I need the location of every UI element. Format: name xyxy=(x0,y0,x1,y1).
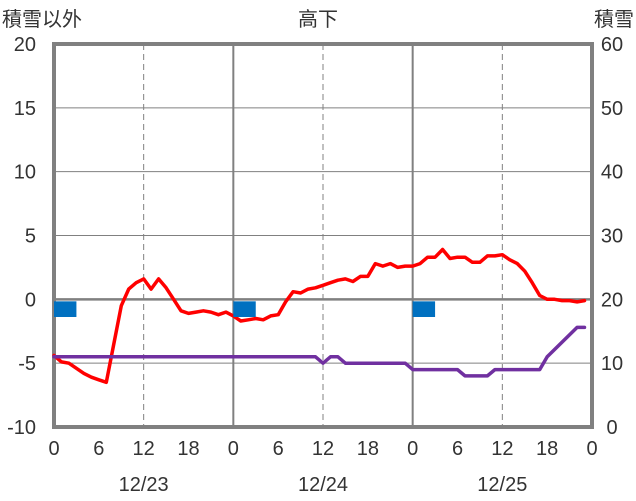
x-tick-label: 12 xyxy=(312,438,334,460)
y-left-tick-label: 20 xyxy=(14,34,36,56)
y-left-tick-label: 15 xyxy=(14,98,36,120)
y-right-tick-label: 60 xyxy=(601,34,623,56)
snow-bar xyxy=(233,301,256,317)
x-tick-label: 0 xyxy=(48,438,59,460)
y-left-axis-label: 積雪以外 xyxy=(2,8,82,31)
date-label: 12/25 xyxy=(477,474,527,496)
chart-title: 高下 xyxy=(298,8,338,31)
x-ticks: 0 6 12 18 0 6 12 18 0 6 12 18 0 xyxy=(48,438,597,460)
x-tick-label: 0 xyxy=(407,438,418,460)
date-label: 12/23 xyxy=(119,474,169,496)
x-tick-label: 18 xyxy=(177,438,199,460)
y-right-ticks: 60 50 40 30 20 10 0 xyxy=(601,34,623,439)
series-red-line xyxy=(52,247,587,385)
x-tick-label: 0 xyxy=(586,438,597,460)
y-right-tick-label: 0 xyxy=(606,417,617,439)
series-layer xyxy=(52,247,587,385)
y-right-tick-label: 30 xyxy=(601,226,623,248)
y-left-tick-label: -5 xyxy=(18,353,36,375)
y-right-tick-label: 20 xyxy=(601,289,623,311)
snow-bar xyxy=(412,301,436,317)
y-right-axis-label: 積雪 xyxy=(594,8,634,31)
series-purple-line xyxy=(52,325,587,378)
y-left-tick-label: -10 xyxy=(7,417,36,439)
x-tick-label: 6 xyxy=(452,438,463,460)
y-left-tick-label: 10 xyxy=(14,162,36,184)
y-right-tick-label: 10 xyxy=(601,353,623,375)
x-tick-label: 18 xyxy=(357,438,379,460)
x-tick-label: 0 xyxy=(228,438,239,460)
snow-bar xyxy=(54,301,77,317)
x-tick-label: 12 xyxy=(491,438,513,460)
y-left-ticks: 20 15 10 5 0 -5 -10 xyxy=(7,34,36,439)
x-tick-label: 6 xyxy=(93,438,104,460)
date-labels: 12/23 12/24 12/25 xyxy=(119,474,528,496)
grid xyxy=(54,44,592,427)
y-right-tick-label: 50 xyxy=(601,98,623,120)
x-tick-label: 12 xyxy=(133,438,155,460)
x-tick-label: 18 xyxy=(536,438,558,460)
x-tick-label: 6 xyxy=(273,438,284,460)
date-label: 12/24 xyxy=(298,474,348,496)
y-left-tick-label: 0 xyxy=(25,289,36,311)
y-right-tick-label: 40 xyxy=(601,162,623,184)
y-left-tick-label: 5 xyxy=(25,226,36,248)
